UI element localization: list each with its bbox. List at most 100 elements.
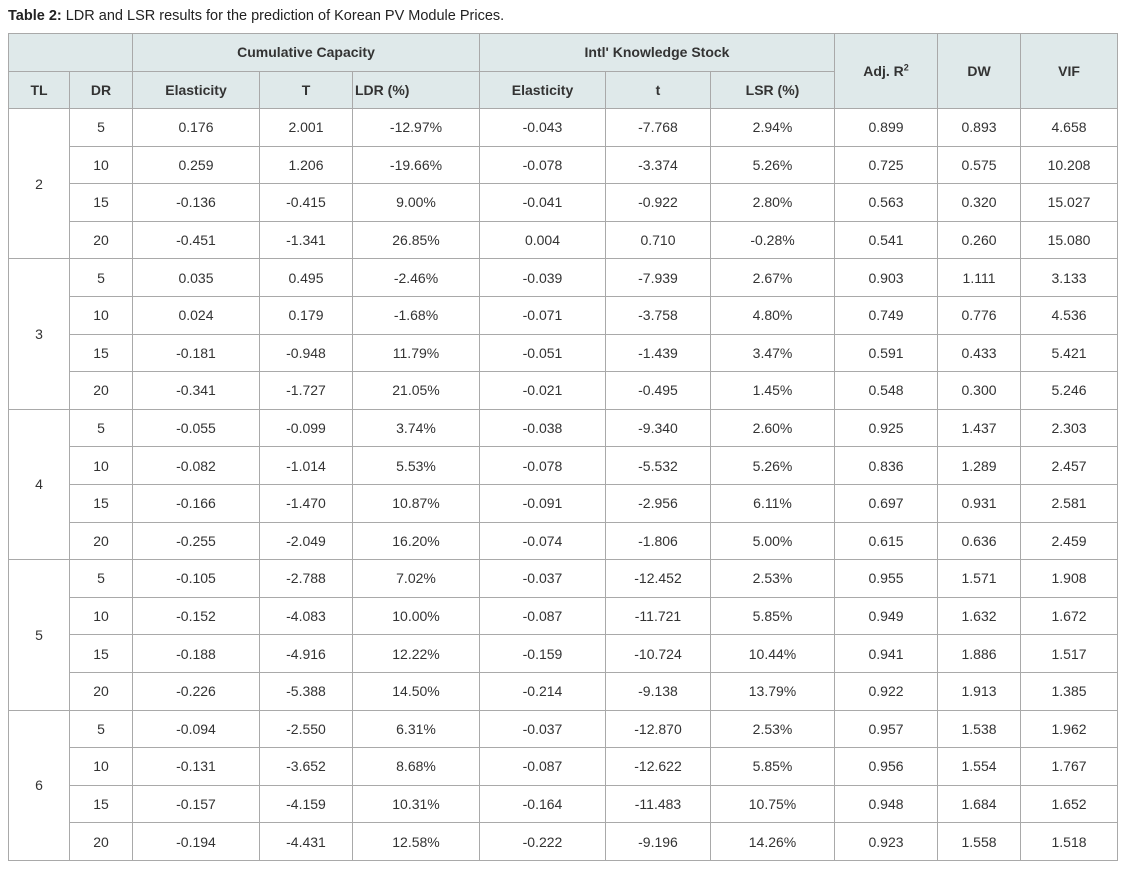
table-row: 15 -0.181 -0.948 11.79% -0.051 -1.439 3.47% 0.5…: [9, 333, 1119, 373]
dr-cell: 10: [69, 145, 133, 185]
ks-elasticity-cell: -0.087: [479, 596, 606, 636]
ldr-cell: 12.22%: [352, 634, 480, 673]
cc-t-cell: -2.788: [259, 559, 353, 598]
results-table: Cumulative Capacity Intl' Knowledge Stoc…: [8, 33, 1119, 861]
cc-t-cell: -0.415: [259, 183, 353, 222]
cc-elasticity-cell: 0.035: [132, 258, 260, 297]
ldr-cell: 8.68%: [352, 747, 480, 786]
header-knowledge-stock: Intl' Knowledge Stock: [478, 33, 836, 72]
dr-cell: 15: [69, 183, 133, 222]
ks-t-cell: -9.138: [605, 671, 711, 711]
dr-cell: 10: [69, 747, 133, 786]
adj-r2-cell: 0.955: [834, 559, 939, 598]
vif-cell: 4.536: [1020, 295, 1119, 335]
tl-cell: 5: [8, 559, 70, 711]
ks-elasticity-cell: -0.043: [479, 108, 606, 147]
header-cc-t: T: [259, 70, 353, 109]
adj-r2-cell: 0.949: [834, 596, 939, 636]
table-row: 5 5 -0.105 -2.788 7.02% -0.037 -12.452 2.53% 0.9…: [8, 559, 1119, 711]
table-row: 10 -0.131 -3.652 8.68% -0.087 -12.622 5.85% 0.9…: [9, 747, 1119, 786]
dw-cell: 1.913: [937, 671, 1022, 711]
ldr-cell: 26.85%: [352, 220, 480, 260]
adj-r2-cell: 0.697: [834, 483, 939, 523]
adj-r2-cell: 0.956: [834, 747, 939, 786]
cc-t-cell: -1.470: [259, 483, 353, 523]
ks-t-cell: -7.768: [605, 108, 711, 147]
ldr-cell: 14.50%: [352, 671, 480, 711]
vif-cell: 4.658: [1020, 108, 1119, 147]
adj-r2-cell: 0.563: [834, 183, 939, 222]
ldr-cell: -19.66%: [352, 145, 480, 185]
dr-cell: 5: [69, 709, 133, 749]
header-cc-elasticity: Elasticity: [132, 70, 260, 109]
cc-t-cell: -1.341: [259, 220, 353, 260]
ks-elasticity-cell: -0.222: [479, 822, 606, 861]
ks-elasticity-cell: -0.078: [479, 145, 606, 185]
cc-elasticity-cell: -0.136: [132, 183, 260, 222]
tl-cell: 2: [8, 107, 70, 260]
dw-cell: 0.636: [937, 521, 1022, 561]
cc-elasticity-cell: -0.055: [132, 408, 260, 448]
cc-elasticity-cell: -0.255: [132, 521, 260, 561]
ldr-cell: 3.74%: [352, 408, 480, 448]
header-adj-r2-label: Adj. R: [863, 63, 904, 79]
table-row: 10 0.024 0.179 -1.68% -0.071 -3.758 4.80% 0.749…: [9, 295, 1119, 335]
ks-elasticity-cell: -0.041: [479, 183, 606, 222]
dw-cell: 1.437: [937, 408, 1022, 448]
vif-cell: 15.080: [1020, 220, 1119, 260]
ks-t-cell: -1.439: [605, 333, 711, 373]
table-row: 2 5 0.176 2.001 -12.97% -0.043 -7.768 2.94% 0.89…: [8, 107, 1119, 260]
lsr-cell: 1.45%: [709, 371, 836, 410]
ks-t-cell: -11.483: [605, 784, 711, 824]
header-vif: VIF: [1020, 33, 1119, 109]
dr-cell: 20: [69, 822, 133, 861]
dw-cell: 0.776: [937, 295, 1022, 335]
adj-r2-cell: 0.615: [834, 521, 939, 561]
vif-cell: 2.459: [1020, 521, 1119, 561]
cc-elasticity-cell: -0.341: [132, 371, 260, 410]
cc-t-cell: -2.550: [259, 709, 353, 749]
cc-elasticity-cell: 0.024: [132, 295, 260, 335]
cc-t-cell: -2.049: [259, 521, 353, 561]
cc-t-cell: -4.083: [259, 596, 353, 636]
header-row-groups: Cumulative Capacity Intl' Knowledge Stoc…: [8, 33, 1119, 109]
cc-t-cell: -0.948: [259, 333, 353, 373]
cc-elasticity-cell: -0.152: [132, 596, 260, 636]
vif-cell: 1.517: [1020, 634, 1119, 673]
ks-t-cell: -7.939: [605, 258, 711, 297]
cc-elasticity-cell: -0.131: [132, 747, 260, 786]
table-row: 6 5 -0.094 -2.550 6.31% -0.037 -12.870 2.53% 0.9…: [8, 709, 1119, 861]
ldr-cell: 10.31%: [352, 784, 480, 824]
adj-r2-cell: 0.922: [834, 671, 939, 711]
table-row: 10 0.259 1.206 -19.66% -0.078 -3.374 5.26% 0.72…: [9, 145, 1119, 185]
cc-elasticity-cell: -0.194: [132, 822, 260, 861]
table-row: 20 -0.451 -1.341 26.85% 0.004 0.710 -0.28% 0.54…: [9, 220, 1119, 260]
ks-t-cell: -12.622: [605, 747, 711, 786]
lsr-cell: 2.80%: [709, 183, 836, 222]
ks-t-cell: -1.806: [605, 521, 711, 561]
vif-cell: 1.518: [1020, 822, 1119, 861]
cc-elasticity-cell: -0.188: [132, 634, 260, 673]
table-row: 15 -0.136 -0.415 9.00% -0.041 -0.922 2.80% 0.56…: [9, 183, 1119, 222]
vif-cell: 2.303: [1020, 408, 1119, 448]
cc-t-cell: -4.159: [259, 784, 353, 824]
cc-elasticity-cell: -0.157: [132, 784, 260, 824]
ks-t-cell: -5.532: [605, 446, 711, 485]
tl-cell: 6: [8, 709, 70, 861]
ks-elasticity-cell: -0.039: [479, 258, 606, 297]
ks-elasticity-cell: -0.159: [479, 634, 606, 673]
adj-r2-cell: 0.749: [834, 295, 939, 335]
table-row: 3 5 0.035 0.495 -2.46% -0.039 -7.939 2.67% 0.903…: [8, 258, 1119, 410]
lsr-cell: 4.80%: [709, 295, 836, 335]
table-row: 15 -0.188 -4.916 12.22% -0.159 -10.724 10.44% 0…: [9, 634, 1119, 673]
vif-cell: 5.421: [1020, 333, 1119, 373]
ldr-cell: -12.97%: [352, 108, 480, 147]
ks-elasticity-cell: -0.021: [479, 371, 606, 410]
ks-elasticity-cell: -0.071: [479, 295, 606, 335]
table-row: 15 -0.157 -4.159 10.31% -0.164 -11.483 10.75% 0…: [9, 784, 1119, 824]
cc-t-cell: -4.916: [259, 634, 353, 673]
vif-cell: 1.908: [1020, 559, 1119, 598]
dw-cell: 0.931: [937, 483, 1022, 523]
dw-cell: 1.886: [937, 634, 1022, 673]
cc-t-cell: -3.652: [259, 747, 353, 786]
